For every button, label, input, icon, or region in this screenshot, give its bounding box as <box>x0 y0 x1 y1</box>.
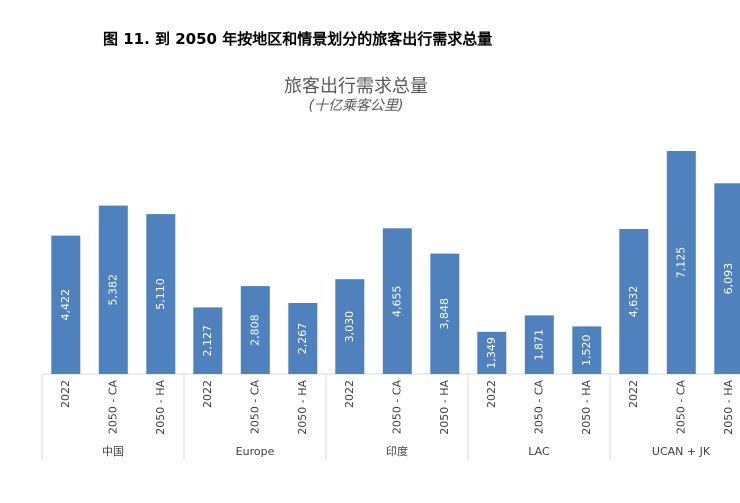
data-label: 1,349 <box>485 337 498 369</box>
data-label: 3,030 <box>343 311 356 343</box>
figure-caption: 图 11. 到 2050 年按地区和情景划分的旅客出行需求总量 <box>103 30 493 48</box>
data-label: 5,382 <box>106 274 119 306</box>
group-label: 中国 <box>102 445 124 458</box>
bar <box>572 326 602 374</box>
group-label: Europe <box>236 445 275 458</box>
bar <box>524 315 554 374</box>
data-label: 7,125 <box>674 247 687 279</box>
x-tick-label: 2050 - CA <box>674 380 687 435</box>
x-tick-label: 2050 - HA <box>580 380 593 435</box>
bar <box>430 253 460 374</box>
chart-title: 旅客出行需求总量 <box>284 76 428 97</box>
data-label: 3,848 <box>438 298 451 330</box>
data-label: 1,520 <box>580 334 593 366</box>
bar <box>146 214 176 374</box>
bar <box>288 303 318 374</box>
data-label: 1,871 <box>532 329 545 361</box>
x-tick-label: 2050 - CA <box>390 380 403 435</box>
bar <box>240 286 270 374</box>
x-tick-label: 2050 - HA <box>438 380 451 435</box>
bar <box>51 235 81 374</box>
group-label: 印度 <box>386 444 408 458</box>
x-tick-label: 2022 <box>59 380 72 408</box>
chart-subtitle: (十亿乘客公里) <box>308 98 404 114</box>
x-tick-label: 2050 - HA <box>296 380 309 435</box>
data-label: 4,422 <box>59 289 72 321</box>
group-label: LAC <box>528 445 550 458</box>
data-label: 2,127 <box>201 325 214 357</box>
bar <box>98 205 128 374</box>
data-label: 4,632 <box>627 286 640 318</box>
data-label: 5,110 <box>154 278 167 310</box>
data-label: 2,267 <box>296 323 309 355</box>
bar <box>382 228 412 374</box>
bar <box>714 183 740 374</box>
data-label: 4,655 <box>390 285 403 317</box>
group-label: UCAN + JK <box>652 445 711 458</box>
bar <box>193 307 223 374</box>
bar <box>666 151 696 374</box>
x-tick-label: 2050 - HA <box>154 380 167 435</box>
x-tick-label: 2022 <box>201 380 214 408</box>
x-tick-label: 2022 <box>627 380 640 408</box>
data-label: 2,808 <box>248 314 261 346</box>
bar <box>335 279 365 374</box>
x-tick-label: 2050 - CA <box>106 380 119 435</box>
bar <box>619 229 649 374</box>
x-tick-label: 2022 <box>485 380 498 408</box>
bar <box>477 331 507 374</box>
x-tick-label: 2050 - HA <box>722 380 735 435</box>
data-label: 6,093 <box>722 263 735 295</box>
x-tick-label: 2050 - CA <box>532 380 545 435</box>
x-tick-label: 2050 - CA <box>248 380 261 435</box>
x-tick-label: 2022 <box>343 380 356 408</box>
